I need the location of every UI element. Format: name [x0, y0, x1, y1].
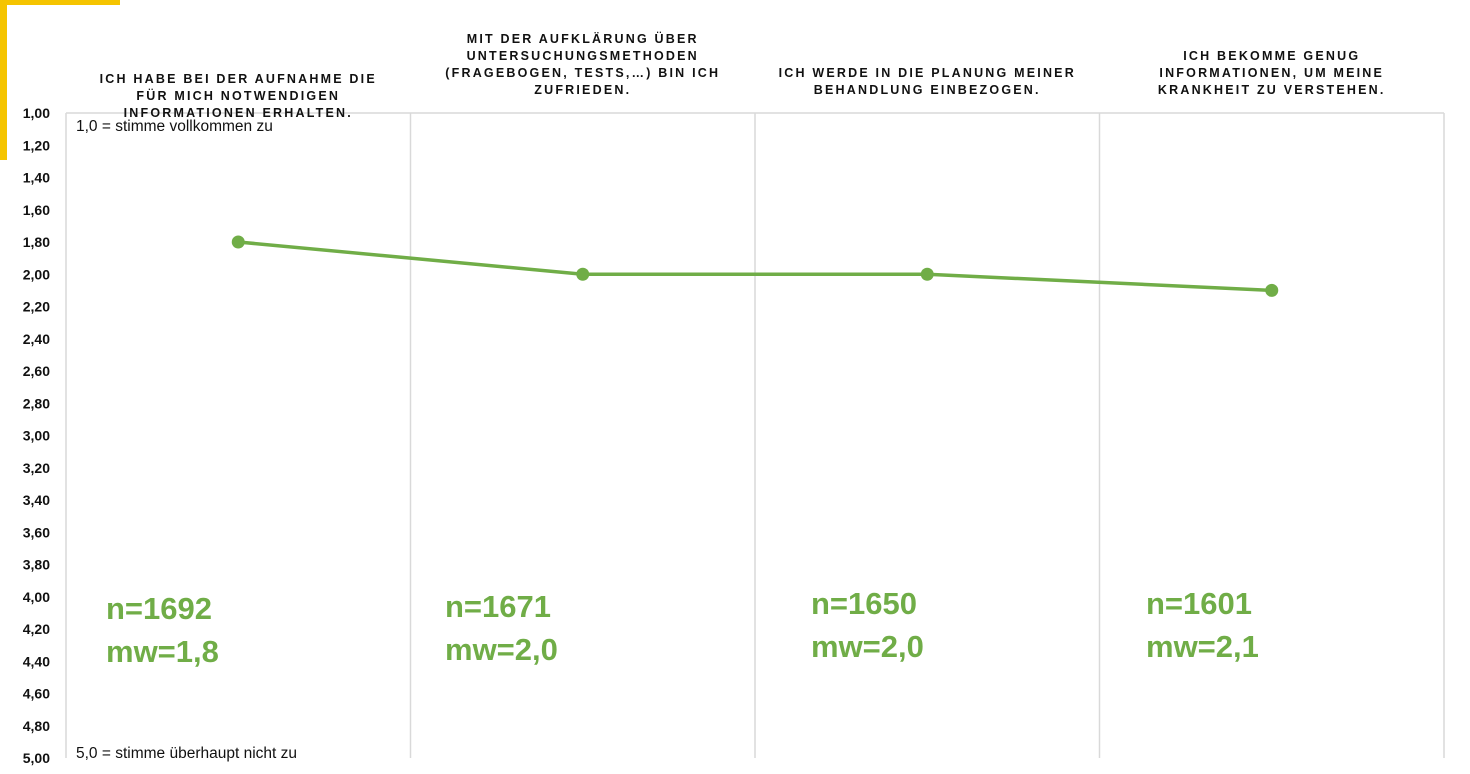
y-tick-label: 4,40 — [23, 653, 50, 669]
y-tick-label: 3,60 — [23, 524, 50, 540]
y-tick-label: 1,40 — [23, 170, 50, 186]
category-label-4: ICH BEKOMME GENUG INFORMATIONEN, UM MEIN… — [1157, 49, 1386, 97]
stat-block-3: n=1650 mw=2,0 — [811, 582, 924, 668]
data-point-1 — [231, 235, 245, 249]
stat-n-1: n=1692 — [106, 591, 213, 626]
series-line — [231, 235, 1279, 297]
y-tick-label: 1,00 — [23, 105, 50, 121]
y-tick-label: 2,40 — [23, 331, 50, 347]
y-tick-label: 4,00 — [23, 589, 50, 605]
stat-block-1: n=1692 mw=1,8 — [106, 587, 219, 673]
y-tick-label: 3,40 — [23, 492, 50, 508]
y-axis-tick-labels: 1,00 1,20 1,40 1,60 1,80 2,00 2,20 2,40 2,60 2,80… — [23, 105, 50, 766]
accent-tick — [0, 0, 120, 5]
category-label-1: ICH HABE BEI DER AUFNAHME DIE FÜR MICH N… — [99, 72, 377, 120]
data-point-3 — [920, 267, 934, 281]
accent-bar — [0, 0, 7, 160]
stat-mw-2: mw=2,0 — [445, 632, 558, 667]
y-tick-label: 4,60 — [23, 686, 50, 702]
annotation-top: 1,0 = stimme vollkommen zu — [76, 118, 273, 135]
stat-mw-1: mw=1,8 — [106, 634, 219, 669]
stat-block-2: n=1671 mw=2,0 — [445, 585, 558, 671]
y-tick-label: 2,80 — [23, 395, 50, 411]
y-tick-label: 1,20 — [23, 137, 50, 153]
y-tick-label: 1,80 — [23, 234, 50, 250]
stat-n-4: n=1601 — [1146, 586, 1253, 621]
y-tick-label: 2,20 — [23, 299, 50, 315]
y-tick-label: 2,60 — [23, 363, 50, 379]
grid-lines — [65, 112, 1445, 758]
annotation-bottom: 5,0 = stimme überhaupt nicht zu — [76, 745, 297, 762]
series-segment-1 — [236, 240, 585, 276]
y-tick-label: 4,80 — [23, 718, 50, 734]
category-label-3: ICH WERDE IN DIE PLANUNG MEINER BEHANDLU… — [778, 66, 1076, 97]
y-tick-label: 3,00 — [23, 428, 50, 444]
stat-block-4: n=1601 mw=2,1 — [1146, 582, 1259, 668]
y-tick-label: 3,20 — [23, 460, 50, 476]
y-tick-label: 4,20 — [23, 621, 50, 637]
stat-mw-4: mw=2,1 — [1146, 629, 1259, 664]
stat-n-3: n=1650 — [811, 586, 918, 621]
y-tick-label: 2,00 — [23, 266, 50, 282]
y-tick-label: 1,60 — [23, 202, 50, 218]
stat-mw-3: mw=2,0 — [811, 629, 924, 664]
series-segment-3 — [925, 272, 1274, 293]
category-label-2: MIT DER AUFKLÄRUNG ÜBER UNTERSUCHUNGSMET… — [445, 32, 721, 97]
stat-n-2: n=1671 — [445, 589, 552, 624]
y-tick-label: 3,80 — [23, 557, 50, 573]
data-point-2 — [576, 267, 590, 281]
data-point-4 — [1265, 283, 1279, 297]
y-tick-label: 5,00 — [23, 750, 50, 766]
